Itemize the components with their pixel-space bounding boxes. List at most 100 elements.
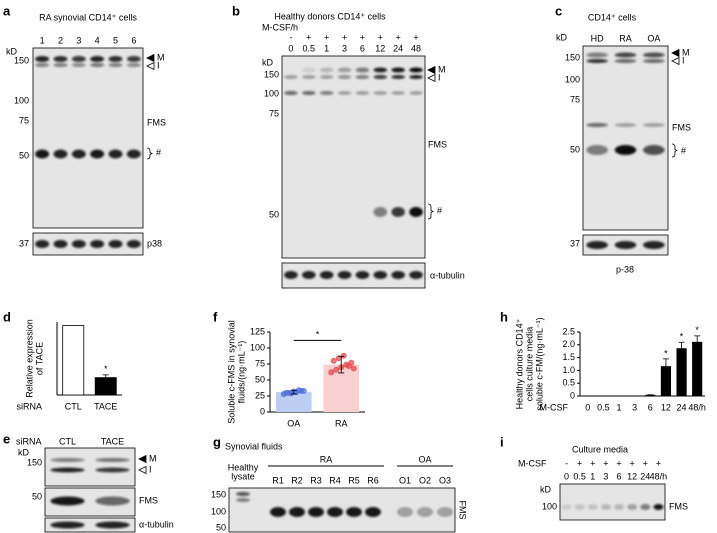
kd-marker: 50 — [570, 144, 580, 154]
treatment-label: + — [324, 32, 329, 42]
row-label: M-CSF/h — [262, 22, 298, 32]
panel-letter: c — [555, 3, 562, 18]
panel-title: Culture media — [572, 444, 628, 454]
panel-letter: h — [500, 309, 508, 324]
band — [373, 271, 388, 279]
band — [561, 504, 572, 510]
y-tick-label: 100 — [250, 342, 265, 352]
bar — [94, 377, 117, 396]
band — [319, 271, 334, 279]
y-tick-label: 125 — [250, 326, 265, 336]
lane-label: 6 — [360, 43, 365, 53]
kd-unit: kD — [262, 57, 274, 67]
band — [35, 149, 50, 159]
band — [574, 504, 585, 510]
band — [35, 63, 50, 67]
lane-label: 12 — [627, 471, 637, 481]
x-tick-label: 12 — [661, 402, 671, 412]
lane-label: O3 — [439, 475, 451, 485]
treatment-label: - — [565, 458, 568, 468]
y-axis-label: Soluble c-FMS in synovial — [226, 320, 236, 424]
lane-label: 3 — [76, 35, 81, 45]
band-label: I — [149, 464, 152, 474]
band — [71, 240, 86, 248]
band — [409, 67, 423, 73]
kd-unit: kD — [540, 484, 552, 494]
band — [586, 59, 608, 63]
y-tick-label: 1.0 — [562, 365, 575, 375]
band — [337, 67, 352, 73]
control-label: α-tubulin — [430, 270, 465, 280]
band-label: M — [438, 64, 446, 74]
lane-label: TACE — [101, 436, 124, 446]
kd-marker: 75 — [570, 94, 580, 104]
immature-arrow — [671, 56, 680, 66]
band — [653, 504, 664, 510]
band — [346, 507, 362, 517]
control-label: α-tubulin — [139, 519, 174, 529]
lane-label: OA — [647, 33, 660, 43]
band — [337, 271, 352, 279]
band — [586, 52, 608, 58]
mature-arrow — [138, 454, 147, 464]
band — [50, 467, 85, 473]
lane-label: 48 — [411, 43, 421, 53]
bar — [676, 348, 687, 397]
band — [327, 507, 343, 517]
lane-label: O1 — [399, 475, 411, 485]
band — [308, 507, 324, 517]
band — [90, 240, 105, 248]
band — [355, 75, 370, 79]
bar — [275, 392, 312, 412]
band — [409, 75, 423, 79]
band — [284, 271, 298, 279]
band — [284, 91, 298, 95]
blot — [44, 447, 136, 487]
band — [236, 498, 250, 502]
group-label: OA — [418, 454, 431, 464]
band — [95, 521, 130, 529]
treatment-label: + — [342, 32, 347, 42]
panel-header: Synovial fluids — [225, 441, 283, 451]
band — [373, 207, 388, 217]
x-axis-label: M-CSF — [540, 402, 569, 412]
blot — [32, 232, 144, 256]
band — [126, 149, 141, 159]
kd-marker: 100 — [542, 501, 557, 511]
lane-label: 0.5 — [573, 471, 586, 481]
band — [108, 63, 123, 67]
band — [126, 63, 141, 67]
kd-marker: 50 — [269, 209, 279, 219]
treatment-label: + — [603, 458, 608, 468]
band — [108, 149, 123, 159]
band — [614, 241, 637, 249]
panel-letter: d — [3, 309, 11, 324]
error-bar — [678, 341, 685, 349]
y-tick-label: 2.5 — [562, 326, 575, 336]
kd-marker: 100 — [264, 88, 279, 98]
data-point — [328, 369, 335, 376]
lane-label: 0.5 — [303, 43, 316, 53]
y-tick-label: 25 — [255, 390, 265, 400]
panel-title: CD14⁺ cells — [588, 12, 637, 22]
y-axis-label: of TACE — [34, 342, 44, 375]
immature-arrow — [138, 465, 147, 475]
blot-label: FMS — [428, 139, 447, 149]
band — [643, 123, 665, 127]
kd-marker: 37 — [570, 238, 580, 248]
lane-label: 3 — [603, 471, 608, 481]
blot-label: FMS — [458, 501, 468, 520]
blot — [32, 47, 144, 229]
band — [586, 241, 608, 249]
mature-arrow — [671, 48, 680, 58]
band — [643, 59, 665, 63]
band — [373, 91, 388, 95]
band — [95, 467, 130, 473]
lysate-label: lysate — [231, 471, 255, 481]
bar — [62, 325, 85, 396]
band — [71, 56, 86, 62]
fragment-label: # — [156, 147, 161, 157]
significance: * — [316, 330, 320, 340]
band — [302, 271, 316, 279]
